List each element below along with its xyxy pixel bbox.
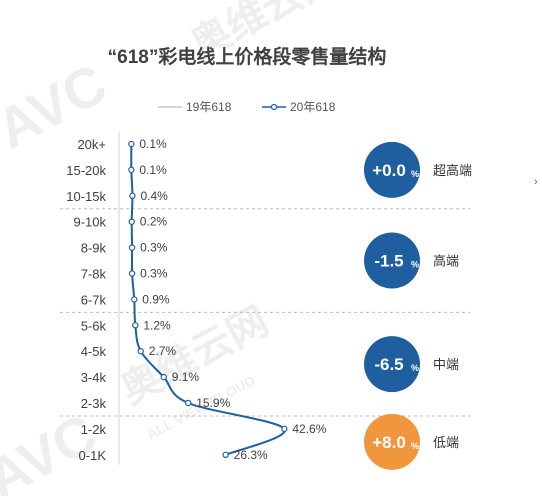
y-tick-label: 5-6k xyxy=(81,318,107,333)
y-tick-label: 9-10k xyxy=(73,215,106,230)
data-point xyxy=(132,322,139,329)
segment-badges: +0.0% 超高端 -1.5% 高端 -6.5% 中端 +8.0% 低端 xyxy=(364,141,472,470)
data-label: 9.1% xyxy=(172,370,200,384)
legend-marker-20 xyxy=(270,103,278,111)
data-label: 0.9% xyxy=(142,292,170,306)
segment-label: 超高端 xyxy=(433,163,472,178)
legend: 19年618 20年618 xyxy=(158,100,336,114)
segment-label: 低端 xyxy=(433,435,459,450)
segment-badge-circle xyxy=(364,336,420,393)
segment-change: -6.5 xyxy=(374,355,403,374)
segment-change-unit: % xyxy=(411,169,419,179)
segment-change-unit: % xyxy=(411,363,419,373)
y-tick-label: 2-3k xyxy=(81,396,107,411)
data-label: 0.3% xyxy=(140,241,168,255)
segment-change: -1.5 xyxy=(374,252,403,271)
data-point xyxy=(185,399,192,407)
data-label: 42.6% xyxy=(292,422,326,436)
data-label: 0.3% xyxy=(140,267,168,281)
segment-badge: +8.0% 低端 xyxy=(364,413,459,470)
data-point xyxy=(222,451,229,458)
data-label: 26.3% xyxy=(234,448,268,462)
data-point xyxy=(160,373,167,381)
data-point xyxy=(128,270,136,277)
segment-change: +8.0 xyxy=(372,433,406,452)
y-tick-label: 20k+ xyxy=(77,137,106,152)
segment-change-unit: % xyxy=(411,260,419,270)
data-point xyxy=(137,348,144,355)
segment-badge: -6.5% 中端 xyxy=(364,336,459,393)
y-tick-label: 1-2k xyxy=(81,422,107,437)
y-tick-label: 6-7k xyxy=(81,292,107,307)
segment-change: +0.0 xyxy=(372,161,406,180)
y-tick-label: 0-1K xyxy=(79,448,107,463)
data-point xyxy=(131,296,138,303)
segment-badge: -1.5% 高端 xyxy=(364,232,459,289)
segment-label: 高端 xyxy=(433,254,459,269)
watermark-cn-middle: 奥维云网 xyxy=(114,299,276,413)
data-point xyxy=(128,244,136,251)
segment-badge-circle xyxy=(364,141,420,198)
data-point xyxy=(281,425,288,433)
data-label: 0.1% xyxy=(139,137,167,151)
chart-title: “618”彩电线上价格段零售量结构 xyxy=(108,45,387,68)
data-point xyxy=(128,218,135,225)
data-label: 2.7% xyxy=(149,344,177,358)
data-label: 0.4% xyxy=(140,189,168,203)
data-label: 0.2% xyxy=(140,215,168,229)
data-label: 1.2% xyxy=(143,318,171,332)
y-tick-label: 15-20k xyxy=(66,163,106,178)
side-chevron: › xyxy=(534,176,538,188)
y-tick-label: 4-5k xyxy=(81,344,107,359)
data-point xyxy=(128,140,135,148)
y-tick-label: 3-4k xyxy=(81,370,107,385)
data-label: 15.9% xyxy=(196,396,230,410)
legend-label-20: 20年618 xyxy=(290,100,336,114)
segment-label: 中端 xyxy=(433,357,459,372)
y-tick-label: 8-9k xyxy=(81,241,107,256)
segment-badge: +0.0% 超高端 xyxy=(364,141,472,198)
data-label: 0.1% xyxy=(139,163,167,177)
data-point xyxy=(128,166,135,174)
y-axis: 20k+ 15-20k 10-15k 9-10k 8-9k 7-8k 6-7k 5-6k 4-5… xyxy=(66,132,120,465)
y-tick-label: 10-15k xyxy=(66,189,106,204)
segment-badge-circle xyxy=(364,413,420,470)
legend-label-19: 19年618 xyxy=(186,100,232,114)
plot-area: 0.1% 0.1% 0.4% 0.2% 0.3% 0.3% 0.9% 1.2% 2.7% 9.1%… xyxy=(128,137,327,462)
data-point xyxy=(129,192,136,199)
segment-separators xyxy=(60,208,470,417)
y-tick-label: 7-8k xyxy=(81,267,107,282)
segment-badge-circle xyxy=(364,232,420,289)
segment-change-unit: % xyxy=(411,441,419,451)
